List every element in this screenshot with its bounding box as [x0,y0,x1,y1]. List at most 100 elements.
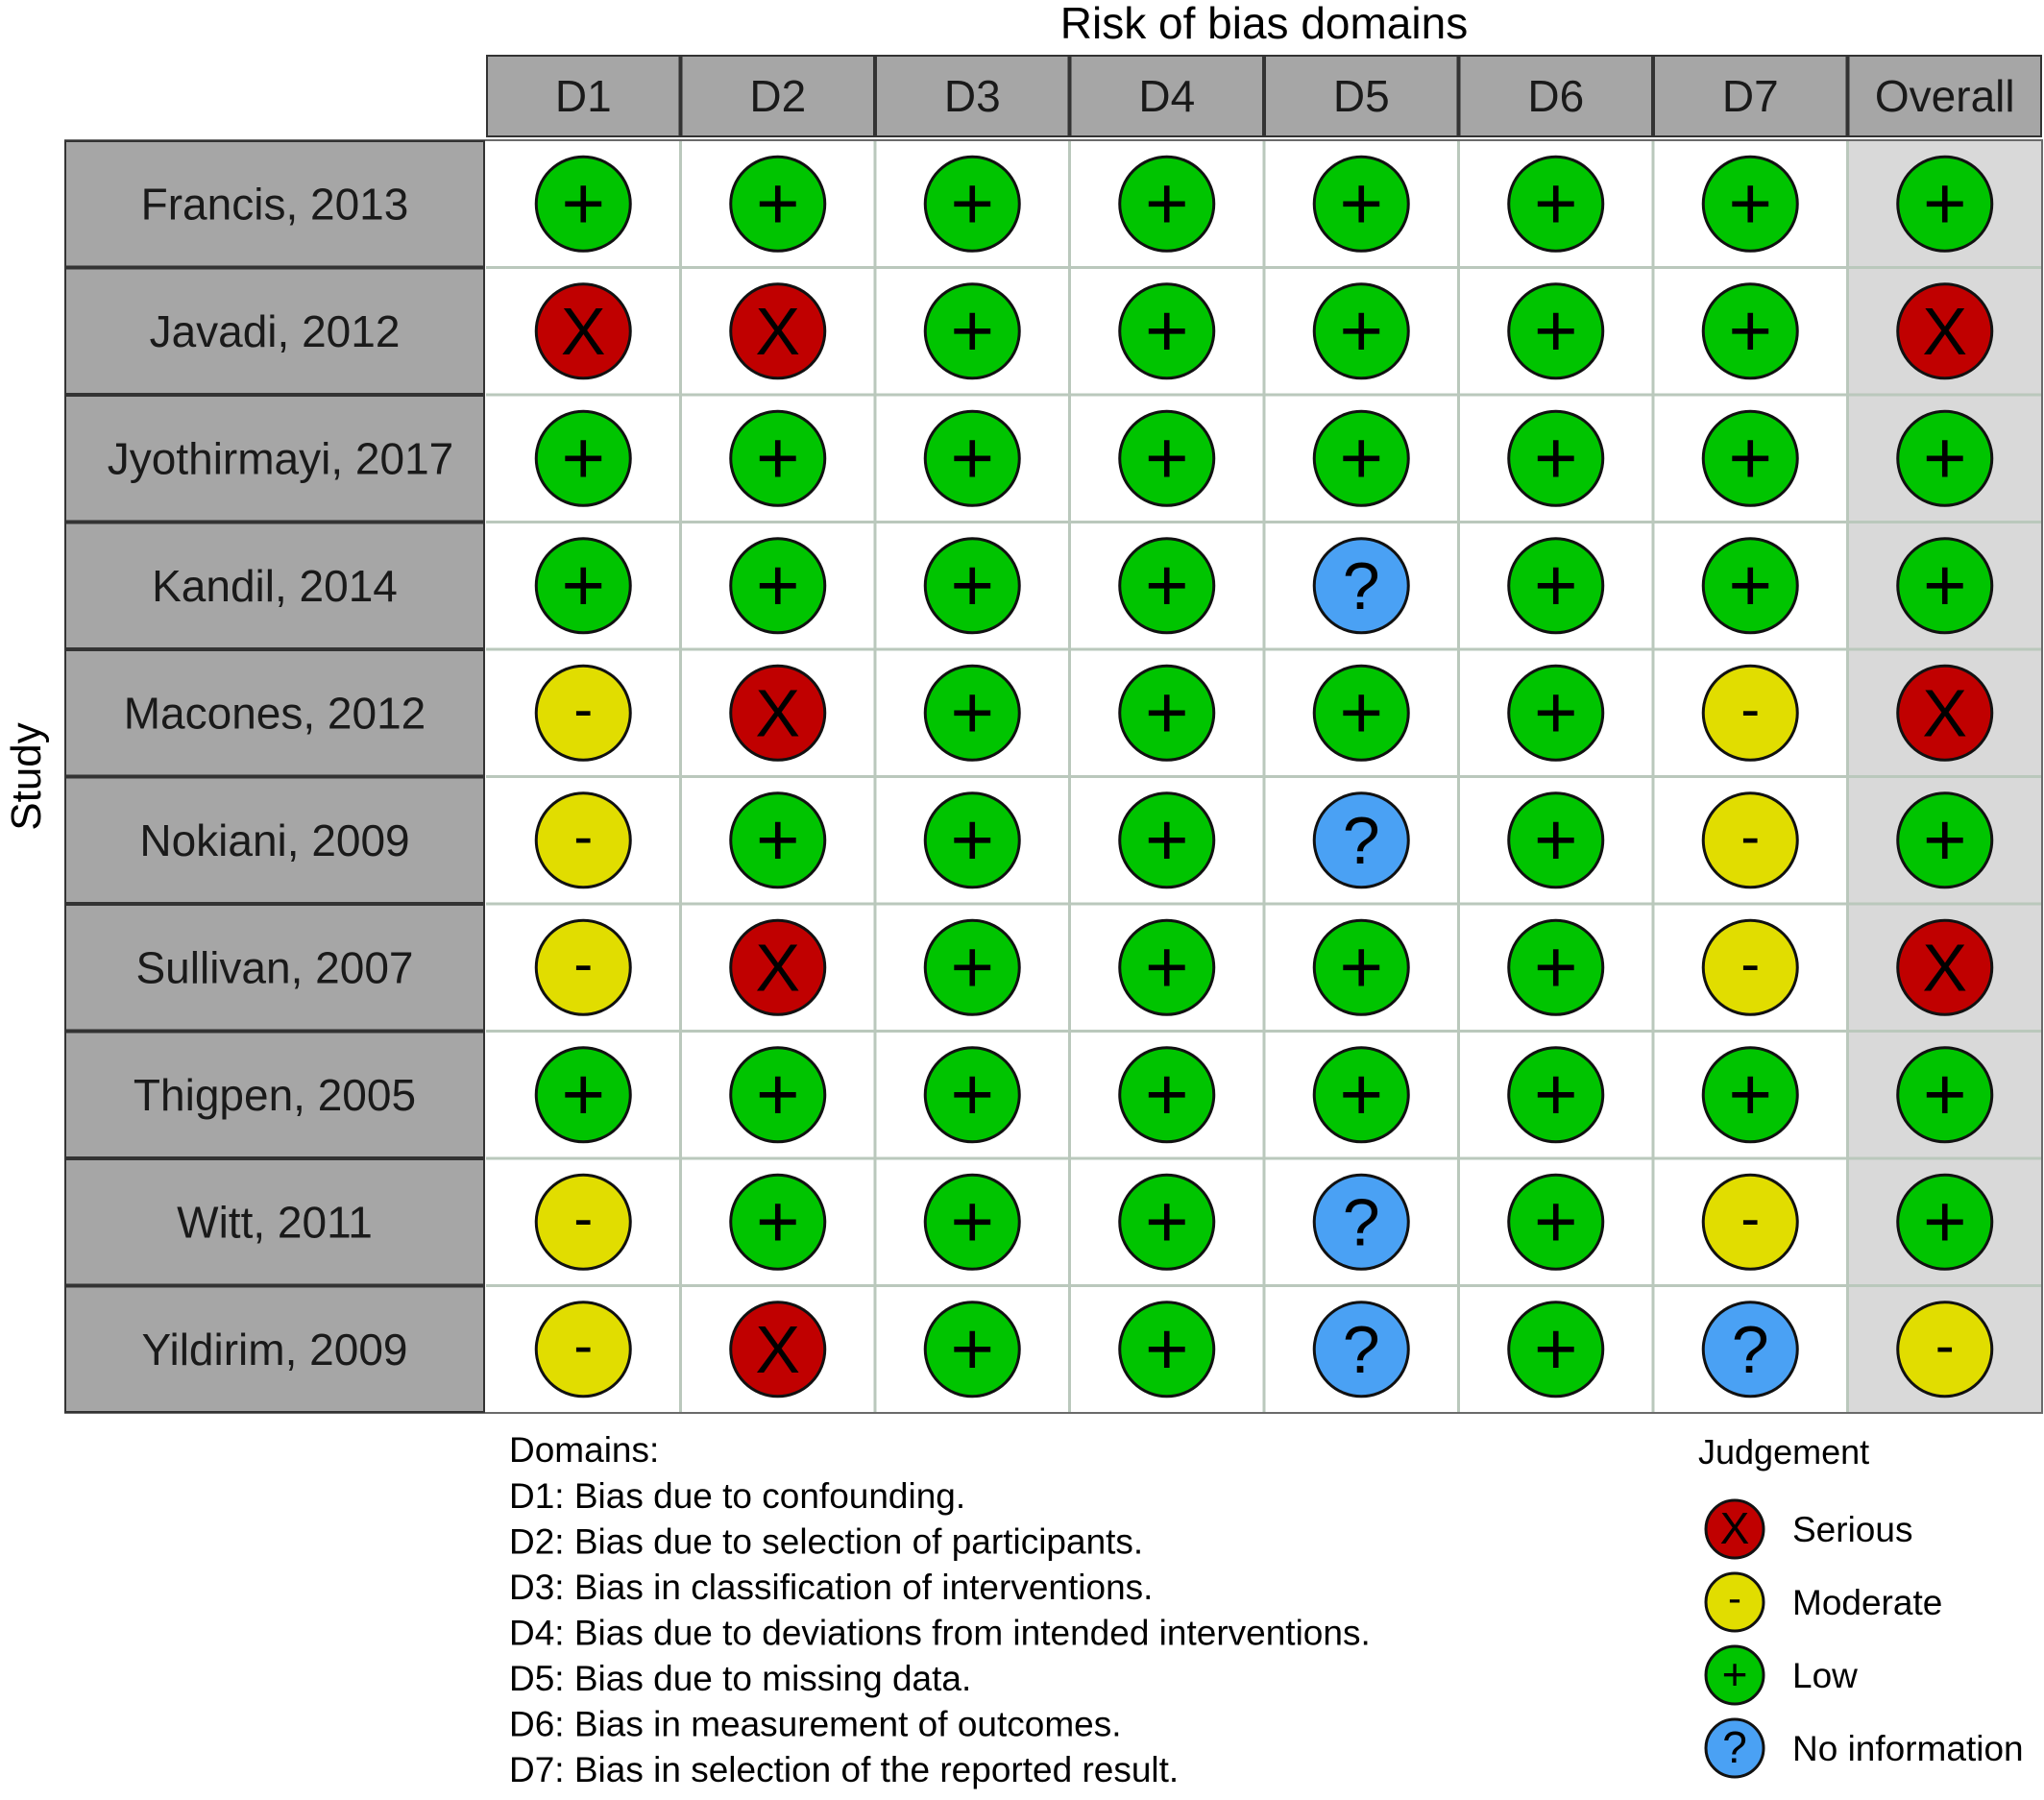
judgement-glyph: + [1145,924,1189,1009]
judgement-circle [923,155,1021,253]
judgement-glyph: + [1728,160,1772,245]
judgement-symbol: X [1896,664,1994,762]
judgement-glyph: - [1740,804,1760,868]
judgement-circle [1118,537,1216,635]
domain-description: D4: Bias due to deviations from intended… [509,1614,1371,1653]
study-label-box [64,904,485,1032]
judgement-circle [534,409,632,507]
legend-swatch [1704,1717,1765,1779]
judgement-symbol: + [1118,409,1216,507]
legend-glyph: - [1728,1575,1741,1620]
judgement-circle [1118,1301,1216,1399]
judgement-circle [534,537,632,635]
domain-description: D6: Bias in measurement of outcomes. [509,1705,1122,1744]
judgement-circle [1312,155,1410,253]
judgement-symbol: ? [1312,1301,1410,1399]
judgement-circle [1118,791,1216,889]
judgement-glyph: - [1935,1313,1955,1377]
judgement-glyph: + [1534,1052,1578,1136]
judgement-glyph: ? [1343,1312,1380,1387]
judgement-glyph: + [1728,543,1772,627]
legend-item: X Serious [1704,1498,1912,1560]
judgement-circle [534,282,632,380]
judgement-symbol: + [1507,1046,1605,1144]
judgement-circle [923,1301,1021,1399]
judgement-symbol: + [1507,791,1605,889]
column-header-box [1847,55,2042,137]
judgement-glyph: + [950,1179,994,1263]
judgement-symbol: + [1118,155,1216,253]
judgement-glyph: + [1339,288,1383,373]
judgement-circle [729,537,827,635]
judgement-circle [1312,282,1410,380]
judgement-circle [1701,791,1799,889]
judgement-circle [1312,409,1410,507]
judgement-circle [1312,791,1410,889]
judgement-symbol: + [1701,155,1799,253]
study-label-box [64,1031,485,1158]
judgement-glyph: + [1534,415,1578,499]
legend-item: - Moderate [1704,1571,1942,1633]
study-label: Kandil, 2014 [152,561,398,611]
column-header-box [1458,55,1653,137]
judgement-circle [729,409,827,507]
judgement-circle [1118,155,1216,253]
judgement-glyph: + [950,797,994,882]
judgement-circle [1896,537,1994,635]
judgement-glyph: - [573,931,593,995]
judgement-circle [1118,282,1216,380]
judgement-symbol: + [1312,155,1410,253]
judgement-symbol: + [1118,1173,1216,1271]
judgement-glyph: + [1145,1179,1189,1263]
judgement-symbol: + [729,1173,827,1271]
judgement-symbol: + [729,409,827,507]
judgement-symbol: + [1312,664,1410,762]
judgement-circle [923,282,1021,380]
judgement-circle [1312,1046,1410,1144]
judgement-circle [1118,409,1216,507]
judgement-symbol: + [1701,1046,1799,1144]
judgement-circle [1896,918,1994,1016]
judgement-symbol: + [729,537,827,635]
study-label-box [64,776,485,904]
judgement-glyph: + [1534,543,1578,627]
judgement-circle [1507,1301,1605,1399]
domain-description: D3: Bias in classification of interventi… [509,1568,1153,1607]
judgement-circle [1701,1173,1799,1271]
judgement-glyph: + [1145,160,1189,245]
judgement-symbol: - [1701,918,1799,1016]
column-header-box [1653,55,1848,137]
judgement-symbol: - [534,918,632,1016]
judgement-circle [1312,537,1410,635]
judgement-symbol: - [534,664,632,762]
judgement-symbol: ? [1312,537,1410,635]
judgement-symbol: + [1896,155,1994,253]
judgement-symbol: X [1896,282,1994,380]
judgement-glyph: X [1922,675,1967,750]
judgement-glyph: + [1145,543,1189,627]
judgement-glyph: + [1339,1052,1383,1136]
judgement-symbols: + + + + + + + + X X + + + + + X + + + + + + + + + + + +? + + + - X + + + + - X… [534,155,1994,1399]
judgement-circle [1896,664,1994,762]
study-label-box [64,649,485,777]
judgement-circle [1896,1046,1994,1144]
judgement-symbol: + [1896,791,1994,889]
judgement-glyph: + [950,924,994,1009]
legend-label: Low [1792,1656,1858,1695]
judgement-glyph: + [1728,415,1772,499]
judgement-circle [534,1173,632,1271]
domains-title: Domains: [509,1430,659,1470]
judgement-symbol: + [1701,282,1799,380]
judgement-symbol: X [534,282,632,380]
judgement-glyph: + [1339,924,1383,1009]
judgement-glyph: + [1534,288,1578,373]
column-header-label: D7 [1722,71,1779,121]
judgement-glyph: + [561,160,605,245]
judgement-circle [1507,664,1605,762]
judgement-circle [534,155,632,253]
domain-description: D7: Bias in selection of the reported re… [509,1750,1179,1789]
judgement-symbol: + [1507,537,1605,635]
judgement-symbol: + [1312,282,1410,380]
judgement-circle [1701,664,1799,762]
judgement-symbol: - [1896,1301,1994,1399]
